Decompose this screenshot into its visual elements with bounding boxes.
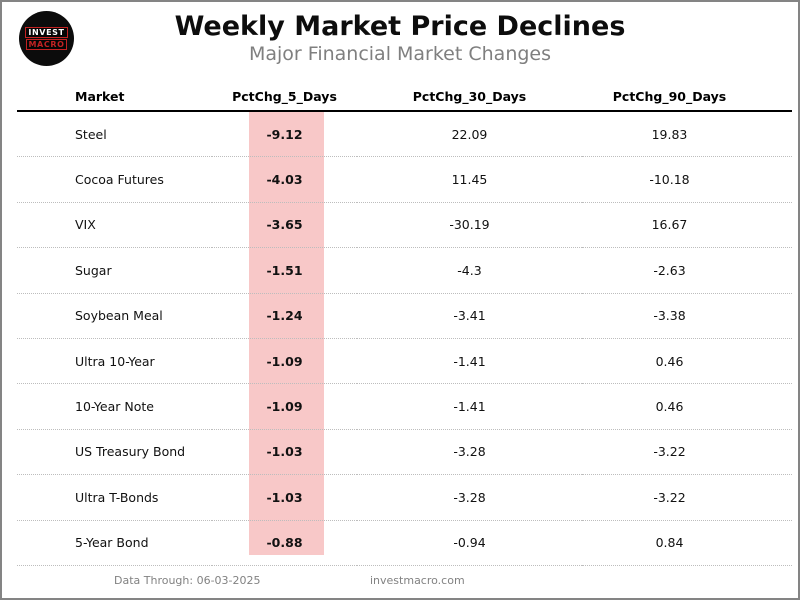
table-header: Market PctChg_5_Days PctChg_30_Days PctC… bbox=[17, 82, 792, 112]
logo-invest-text: INVEST bbox=[25, 27, 68, 38]
column-header-pctchg-90-days: PctChg_90_Days bbox=[582, 82, 792, 112]
table-row: US Treasury Bond -1.03 -3.28 -3.22 bbox=[17, 429, 792, 476]
investmacro-logo: INVEST MACRO bbox=[19, 11, 74, 66]
pctchg-5-days-cell: -1.24 bbox=[212, 293, 357, 339]
pctchg-5-days-cell: -3.65 bbox=[212, 202, 357, 249]
table-row: Cocoa Futures -4.03 11.45 -10.18 bbox=[17, 156, 792, 203]
pctchg-30-days-cell: -1.41 bbox=[357, 338, 582, 385]
pctchg-30-days-cell: -1.41 bbox=[357, 383, 582, 430]
pctchg-5-days-cell: -1.03 bbox=[212, 429, 357, 476]
pctchg-90-days-cell: 19.83 bbox=[582, 111, 792, 158]
table-row: Steel -9.12 22.09 19.83 bbox=[17, 111, 792, 158]
pctchg-5-days-cell: -9.12 bbox=[212, 111, 357, 158]
pctchg-5-days-cell: -1.03 bbox=[212, 474, 357, 521]
page-title: Weekly Market Price Declines bbox=[174, 11, 626, 42]
pctchg-90-days-cell: -3.38 bbox=[582, 293, 792, 339]
pctchg-90-days-cell: 0.84 bbox=[582, 520, 792, 566]
table-row: Soybean Meal -1.24 -3.41 -3.38 bbox=[17, 293, 792, 339]
market-cell: Cocoa Futures bbox=[17, 156, 212, 203]
pctchg-30-days-cell: 11.45 bbox=[357, 156, 582, 203]
pctchg-5-days-cell: -1.09 bbox=[212, 338, 357, 385]
market-cell: Ultra 10-Year bbox=[17, 338, 212, 385]
market-cell: US Treasury Bond bbox=[17, 429, 212, 476]
market-cell: Soybean Meal bbox=[17, 293, 212, 339]
pctchg-90-days-cell: 0.46 bbox=[582, 383, 792, 430]
table-row: 5-Year Bond -0.88 -0.94 0.84 bbox=[17, 520, 792, 566]
market-cell: 5-Year Bond bbox=[17, 520, 212, 566]
website-label: investmacro.com bbox=[370, 574, 465, 587]
column-header-market: Market bbox=[17, 82, 212, 112]
market-table: Market PctChg_5_Days PctChg_30_Days PctC… bbox=[17, 82, 792, 566]
pctchg-30-days-cell: 22.09 bbox=[357, 111, 582, 158]
pctchg-90-days-cell: -2.63 bbox=[582, 247, 792, 294]
table-body: Steel -9.12 22.09 19.83 Cocoa Futures -4.03 11… bbox=[17, 111, 792, 566]
market-cell: Sugar bbox=[17, 247, 212, 294]
table-header-row: Market PctChg_5_Days PctChg_30_Days PctC… bbox=[17, 82, 792, 112]
pctchg-30-days-cell: -30.19 bbox=[357, 202, 582, 249]
table-row: 10-Year Note -1.09 -1.41 0.46 bbox=[17, 383, 792, 430]
pctchg-30-days-cell: -3.41 bbox=[357, 293, 582, 339]
pctchg-90-days-cell: -10.18 bbox=[582, 156, 792, 203]
market-cell: VIX bbox=[17, 202, 212, 249]
pctchg-90-days-cell: 16.67 bbox=[582, 202, 792, 249]
pctchg-90-days-cell: 0.46 bbox=[582, 338, 792, 385]
table-row: Sugar -1.51 -4.3 -2.63 bbox=[17, 247, 792, 294]
data-through-label: Data Through: 06-03-2025 bbox=[114, 574, 261, 587]
table-row: Ultra 10-Year -1.09 -1.41 0.46 bbox=[17, 338, 792, 385]
pctchg-5-days-cell: -1.51 bbox=[212, 247, 357, 294]
pctchg-30-days-cell: -3.28 bbox=[357, 429, 582, 476]
page-subtitle: Major Financial Market Changes bbox=[248, 43, 552, 65]
pctchg-30-days-cell: -3.28 bbox=[357, 474, 582, 521]
pctchg-30-days-cell: -4.3 bbox=[357, 247, 582, 294]
market-cell: Steel bbox=[17, 111, 212, 158]
table-row: VIX -3.65 -30.19 16.67 bbox=[17, 202, 792, 249]
market-cell: 10-Year Note bbox=[17, 383, 212, 430]
pctchg-90-days-cell: -3.22 bbox=[582, 429, 792, 476]
market-cell: Ultra T-Bonds bbox=[17, 474, 212, 521]
pctchg-90-days-cell: -3.22 bbox=[582, 474, 792, 521]
pctchg-5-days-cell: -1.09 bbox=[212, 383, 357, 430]
pctchg-30-days-cell: -0.94 bbox=[357, 520, 582, 566]
pctchg-5-days-cell: -0.88 bbox=[212, 520, 357, 566]
logo-macro-text: MACRO bbox=[25, 39, 68, 50]
table-row: Ultra T-Bonds -1.03 -3.28 -3.22 bbox=[17, 474, 792, 521]
column-header-pctchg-30-days: PctChg_30_Days bbox=[357, 82, 582, 112]
pctchg-5-days-cell: -4.03 bbox=[212, 156, 357, 203]
column-header-pctchg-5-days: PctChg_5_Days bbox=[212, 82, 357, 112]
